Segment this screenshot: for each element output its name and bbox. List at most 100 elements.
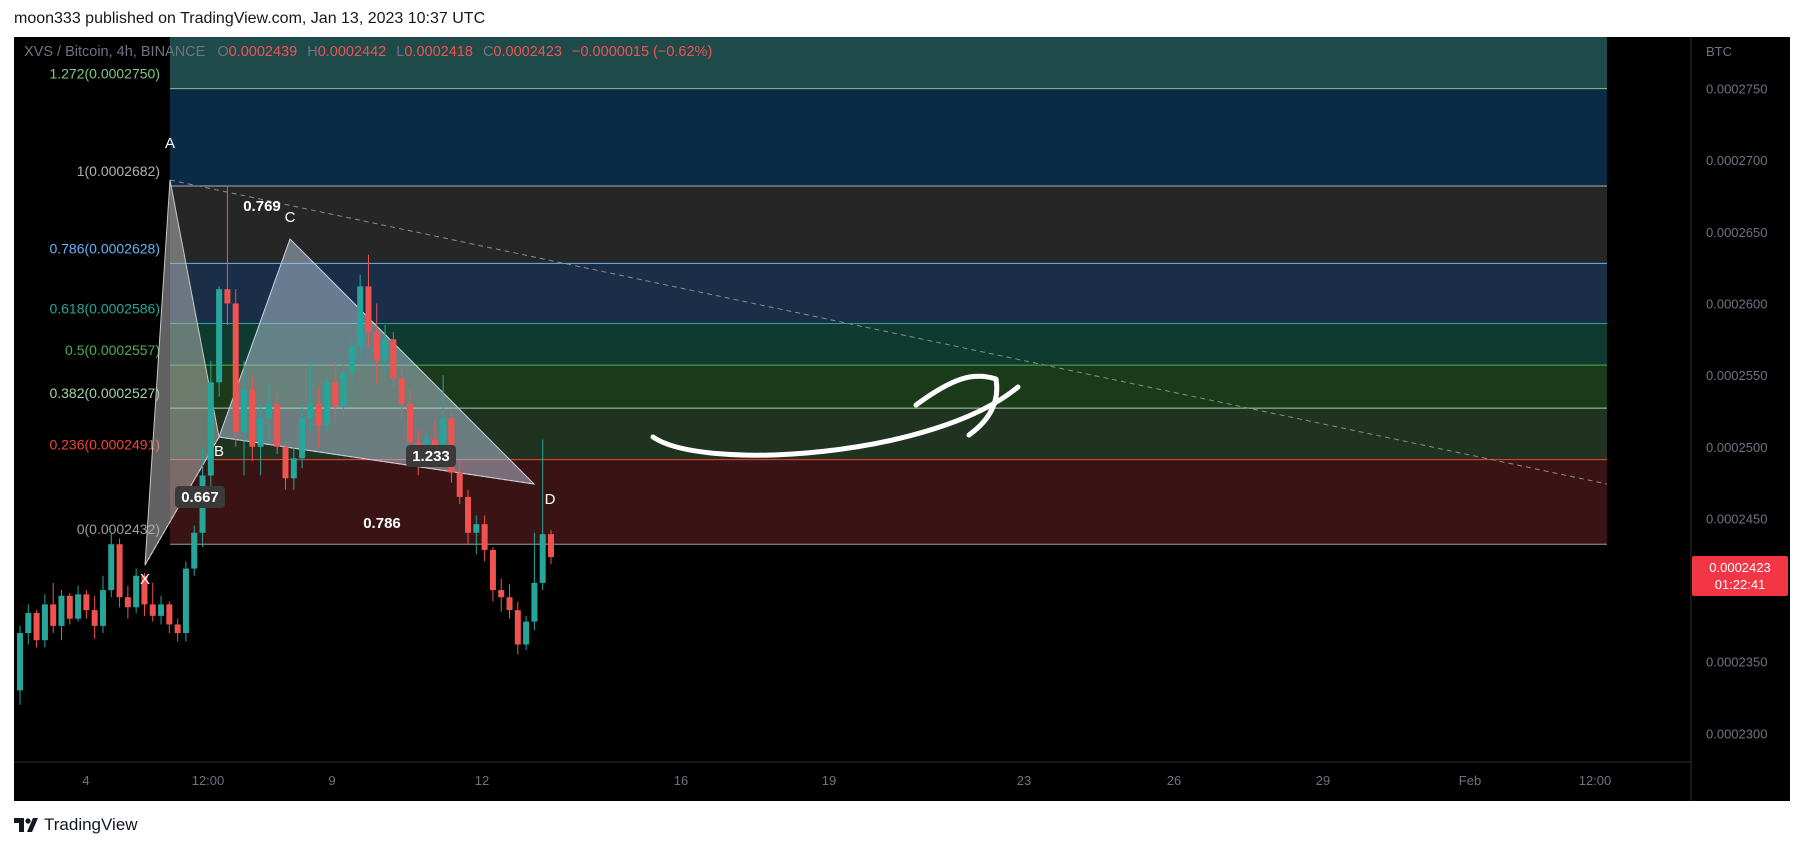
price-tick-label: 0.0002300	[1706, 726, 1767, 741]
candle-body	[108, 544, 115, 591]
candle-body	[249, 389, 256, 447]
candle	[523, 615, 530, 651]
candle	[58, 590, 65, 641]
candle	[33, 610, 40, 648]
fib-zone-0.618	[170, 323, 1607, 366]
pattern-ratio-label: 0.786	[363, 515, 401, 532]
fib-zone-top	[170, 37, 1607, 89]
candle	[323, 375, 330, 433]
candle	[91, 595, 98, 639]
candle	[116, 538, 123, 608]
candle-body	[25, 612, 32, 634]
candle	[241, 360, 248, 476]
candle-body	[548, 534, 554, 558]
fib-zones	[170, 37, 1607, 545]
fib-zone-1	[170, 186, 1607, 264]
pattern-labels: X A B C D 0.667 0.769 0.786 1.233	[140, 135, 556, 588]
candle-body	[382, 339, 389, 361]
candle-body	[116, 544, 123, 598]
time-tick-label: 9	[328, 773, 335, 788]
candle-body	[158, 604, 165, 616]
candle	[398, 366, 405, 419]
price-tick-label: 0.0002350	[1706, 655, 1767, 670]
candle	[406, 389, 413, 454]
pattern-ratio-label: 1.233	[412, 448, 450, 465]
ohlc-legend: XVS / Bitcoin, 4h, BINANCE O0.0002439 H0…	[24, 44, 712, 60]
candle-body	[315, 403, 322, 426]
candle	[332, 360, 339, 419]
candle-body	[124, 597, 131, 608]
candle	[182, 561, 189, 642]
candle	[99, 575, 106, 634]
candle	[340, 363, 347, 416]
pattern-point-d: D	[545, 491, 556, 508]
candle	[539, 439, 546, 591]
fib-labels: 1.272(0.0002750) 1(0.0002682) 0.786(0.0002…	[49, 66, 160, 538]
candle-body	[17, 633, 23, 691]
candle	[348, 339, 355, 390]
candle-body	[232, 303, 239, 433]
candle-body	[174, 624, 181, 634]
candle-body	[58, 595, 65, 626]
published-header: moon333 published on TradingView.com, Ja…	[14, 10, 485, 28]
tradingview-logo-icon	[14, 818, 38, 832]
candle-body	[390, 339, 397, 379]
price-tick-label: 0.0002700	[1706, 153, 1767, 168]
fib-zone-0.236	[170, 459, 1607, 545]
time-tick-label: 4	[82, 773, 89, 788]
pattern-ratio-box	[406, 445, 456, 467]
time-tick-label: 23	[1017, 773, 1031, 788]
candle	[108, 532, 115, 598]
footer-brand: TradingView	[44, 815, 138, 834]
chart-container[interactable]: 1.272(0.0002750) 1(0.0002682) 0.786(0.0002…	[14, 37, 1790, 801]
candle-body	[166, 604, 173, 625]
candle	[25, 604, 32, 645]
time-tick-label: 29	[1316, 773, 1330, 788]
legend-h-value: 0.0002442	[318, 44, 387, 60]
fib-label-0.236: 0.236(0.0002491)	[49, 437, 160, 453]
candle-body	[33, 612, 40, 641]
time-tick-label: 12	[475, 773, 489, 788]
candle-body	[431, 439, 438, 450]
time-axis[interactable]: 4 12:00 9 12 16 19 23 26 29 Feb 12:00	[82, 773, 1611, 788]
legend-change: −0.0000015 (−0.62%)	[572, 44, 712, 60]
candle	[158, 595, 165, 625]
candle-body	[531, 582, 538, 622]
legend-c-label: C	[483, 44, 493, 60]
candle-body	[216, 289, 223, 383]
candle	[141, 572, 148, 616]
candle	[249, 375, 256, 462]
candle-body	[506, 597, 513, 611]
fib-label-0.786: 0.786(0.0002628)	[49, 240, 160, 256]
candle	[531, 532, 538, 631]
price-tick-label: 0.0002650	[1706, 225, 1767, 240]
price-axis-currency: BTC	[1706, 44, 1732, 59]
legend-c-value: 0.0002423	[493, 44, 562, 60]
candle	[282, 439, 289, 490]
candle-body	[290, 458, 297, 479]
legend-h-label: H	[307, 44, 317, 60]
candlestick-chart[interactable]: 1.272(0.0002750) 1(0.0002682) 0.786(0.0002…	[14, 37, 1790, 801]
candle	[224, 186, 231, 325]
time-tick-label: 19	[822, 773, 836, 788]
last-price-value: 0.0002423	[1709, 560, 1770, 575]
candle	[498, 578, 505, 612]
candle-body	[207, 382, 214, 476]
candle-body	[282, 446, 289, 479]
candle	[456, 461, 463, 505]
candle	[548, 529, 554, 565]
bar-countdown: 01:22:41	[1715, 577, 1766, 592]
time-tick-label: 26	[1167, 773, 1181, 788]
candle	[149, 582, 156, 622]
time-tick-label: 16	[674, 773, 688, 788]
last-price-badge-bg	[1692, 556, 1788, 596]
trend-line[interactable]	[169, 179, 1608, 485]
time-tick-label: 12:00	[192, 773, 225, 788]
fib-label-0.382: 0.382(0.0002527)	[49, 385, 160, 401]
candle	[290, 446, 297, 490]
candle-body	[348, 346, 355, 373]
candle-body	[99, 590, 106, 626]
candle-body	[365, 286, 372, 333]
candle-body	[489, 549, 496, 591]
candle	[174, 618, 181, 642]
